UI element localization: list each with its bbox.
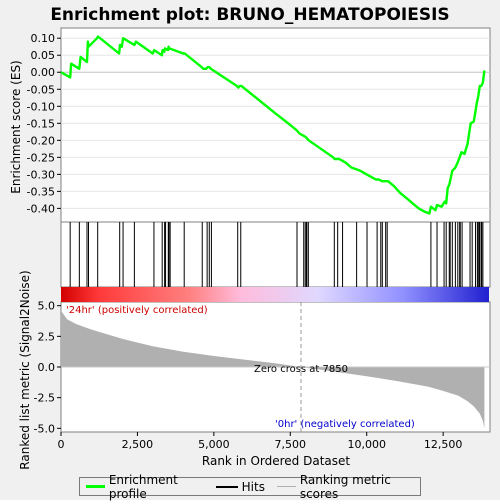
x-tick-label: 12,500: [424, 438, 463, 451]
chart-title: Enrichment plot: BRUNO_HEMATOPOIESIS: [50, 5, 449, 25]
es-ytick-label: -0.40: [27, 202, 55, 215]
enrichment-line-swatch: [86, 485, 105, 488]
es-ytick-label: -0.35: [27, 185, 55, 198]
hits-panel: [60, 221, 491, 288]
neg-label: '0hr' (negatively correlated): [275, 419, 415, 430]
x-tick-label: 5,000: [198, 438, 230, 451]
legend-label: Ranking metric scores: [299, 472, 391, 501]
x-tick-label: 10,000: [347, 438, 386, 451]
es-ytick-label: -0.30: [27, 168, 55, 181]
legend-item-metric: Ranking metric scores: [276, 472, 414, 501]
es-ytick-label: -0.15: [27, 117, 55, 130]
legend-label: Enrichment profile: [108, 472, 178, 501]
x-tick-label: 7,500: [275, 438, 307, 451]
metric-ytick-label: -5.0: [34, 422, 55, 435]
es-ylabel: Enrichment score (ES): [9, 60, 23, 193]
pos-label: '24hr' (positively correlated): [66, 305, 208, 316]
colorbar: [61, 287, 489, 302]
metric-ytick-label: -2.5: [34, 392, 55, 405]
zero-cross-label: Zero cross at 7850: [254, 364, 348, 375]
es-ytick-label: 0.10: [31, 32, 56, 45]
es-ytick-label: -0.10: [27, 100, 55, 113]
enrichment-profile-line: [60, 35, 486, 215]
es-ytick-label: -0.05: [27, 83, 55, 96]
metric-line-swatch: [276, 486, 296, 487]
es-ytick-label: -0.20: [27, 134, 55, 147]
x-tick-label: 0: [58, 438, 65, 451]
x-axis-label: Rank in Ordered Dataset: [202, 454, 350, 468]
x-tick-label: 2,500: [122, 438, 154, 451]
metric-ylabel: Ranked list metric (Signal2Noise): [18, 270, 32, 469]
ranking-metric-area: [61, 310, 485, 429]
metric-ytick-label: 0.0: [38, 361, 56, 374]
es-panel: [60, 27, 491, 223]
legend-label: Hits: [241, 479, 265, 494]
metric-ytick-label: 5.0: [38, 300, 56, 313]
metric-ytick-label: 2.5: [38, 330, 56, 343]
es-ytick-label: -0.25: [27, 151, 55, 164]
hits-line-swatch: [215, 485, 238, 488]
es-ytick-label: 0.05: [31, 49, 56, 62]
legend-item-enrichment: Enrichment profile: [86, 473, 204, 501]
legend-item-hits: Hits: [215, 479, 265, 494]
legend: Enrichment profile Hits Ranking metric s…: [79, 473, 421, 501]
es-ytick-label: 0.00: [31, 66, 56, 79]
